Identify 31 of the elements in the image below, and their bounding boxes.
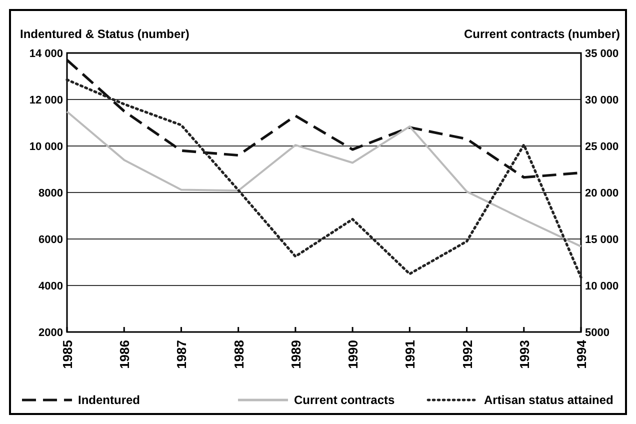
x-tick-label: 1985: [60, 340, 75, 369]
legend-label: Artisan status attained: [484, 393, 614, 407]
y-axis-title: Indentured & Status (number): [20, 27, 190, 41]
x-tick-label: 1994: [574, 339, 589, 369]
y-tick-label: 12 000: [29, 94, 63, 106]
x-tick-label: 1988: [231, 340, 246, 369]
line-series: [66, 110, 582, 248]
line-series: [66, 78, 582, 279]
y2-tick-label: 30 000: [585, 94, 619, 106]
y-tick-label: 8000: [38, 188, 63, 200]
x-tick-label: 1989: [288, 340, 304, 369]
x-tick-label: 1991: [402, 340, 418, 369]
legend-label: Current contracts: [294, 393, 396, 407]
y2-tick-label: 10 000: [585, 280, 619, 292]
y-tick-label: 2000: [38, 327, 63, 339]
y2-tick-label: 20 000: [585, 188, 619, 200]
y2-tick-label: 15 000: [585, 234, 619, 246]
y2-axis-title: Current contracts (number): [464, 27, 620, 41]
y-tick-label: 6000: [38, 234, 63, 246]
x-tick-label: 1986: [117, 340, 132, 369]
y-tick-label: 14 000: [29, 48, 63, 60]
x-tick-label: 1990: [346, 340, 361, 369]
y-tick-label: 10 000: [29, 141, 63, 153]
x-tick-label: 1993: [516, 340, 532, 369]
y2-tick-label: 5000: [585, 327, 610, 339]
x-tick-label: 1987: [174, 340, 190, 369]
y-tick-label: 4000: [38, 280, 63, 292]
legend-label: Indentured: [78, 393, 140, 407]
y2-tick-label: 25 000: [585, 141, 619, 153]
y2-tick-label: 35 000: [585, 48, 619, 60]
x-tick-label: 1992: [460, 340, 475, 369]
